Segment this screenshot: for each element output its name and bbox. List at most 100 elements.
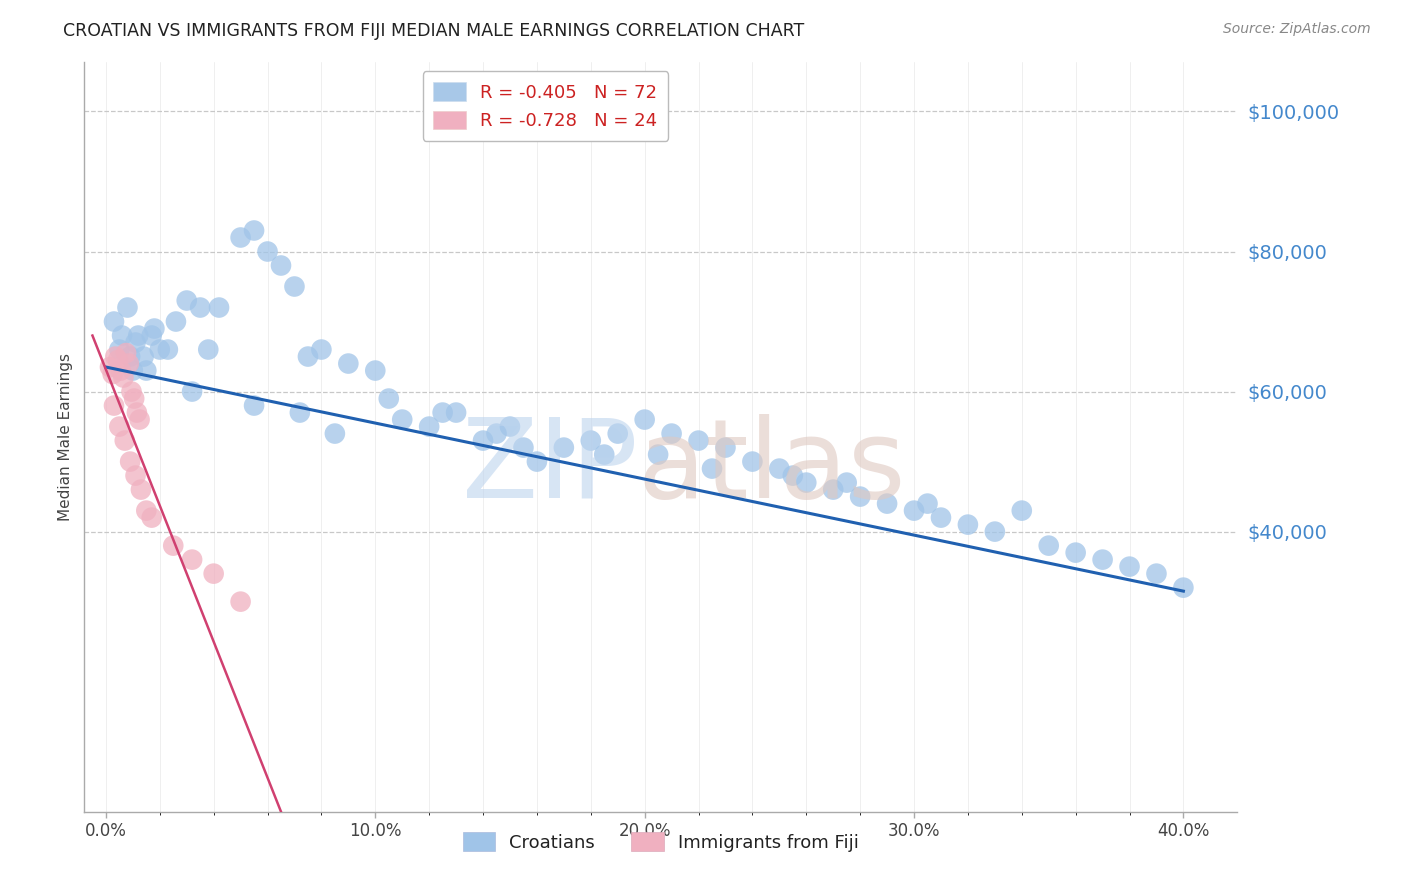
Point [121, 384, 143, 399]
Point [111, 328, 134, 343]
Point [823, 483, 845, 497]
Point [768, 461, 790, 475]
Point [647, 448, 669, 462]
Point [835, 475, 858, 490]
Point [108, 343, 131, 357]
Point [128, 412, 150, 426]
Point [876, 497, 898, 511]
Point [903, 503, 925, 517]
Point [782, 468, 804, 483]
Point [364, 363, 387, 377]
Point [208, 301, 231, 315]
Point [229, 230, 252, 244]
Point [202, 566, 225, 581]
Point [1064, 546, 1087, 560]
Point [1118, 559, 1140, 574]
Point [512, 441, 534, 455]
Point [197, 343, 219, 357]
Point [156, 343, 179, 357]
Point [122, 392, 145, 406]
Point [103, 399, 125, 413]
Point [311, 343, 333, 357]
Point [391, 412, 413, 426]
Point [929, 510, 952, 524]
Point [143, 321, 166, 335]
Point [688, 434, 710, 448]
Text: atlas: atlas [638, 414, 907, 521]
Point [270, 259, 292, 273]
Point [129, 483, 152, 497]
Point [243, 399, 266, 413]
Text: ZIP: ZIP [463, 414, 638, 521]
Point [176, 293, 198, 308]
Point [135, 503, 157, 517]
Point [112, 370, 135, 384]
Point [135, 363, 157, 377]
Point [794, 475, 817, 490]
Point [661, 426, 683, 441]
Point [499, 419, 522, 434]
Point [124, 468, 146, 483]
Point [162, 539, 184, 553]
Point [283, 279, 305, 293]
Point [141, 328, 163, 343]
Y-axis label: Median Male Earnings: Median Male Earnings [58, 353, 73, 521]
Point [472, 434, 495, 448]
Point [1011, 503, 1033, 517]
Point [229, 594, 252, 608]
Point [125, 406, 148, 420]
Point [121, 363, 143, 377]
Point [956, 517, 979, 532]
Point [1091, 552, 1114, 566]
Point [485, 426, 508, 441]
Point [323, 426, 346, 441]
Point [579, 434, 602, 448]
Point [141, 510, 163, 524]
Point [110, 363, 132, 377]
Point [917, 497, 939, 511]
Point [115, 346, 138, 360]
Point [337, 357, 360, 371]
Point [181, 552, 204, 566]
Point [165, 314, 187, 328]
Point [98, 359, 121, 374]
Point [700, 461, 723, 475]
Point [553, 441, 575, 455]
Point [118, 357, 141, 371]
Point [984, 524, 1007, 539]
Point [297, 350, 319, 364]
Point [101, 367, 124, 381]
Point [432, 406, 454, 420]
Point [127, 328, 149, 343]
Point [1038, 539, 1060, 553]
Point [120, 350, 142, 364]
Point [377, 392, 399, 406]
Point [124, 335, 146, 350]
Point [288, 406, 311, 420]
Point [108, 419, 131, 434]
Point [1146, 566, 1168, 581]
Point [181, 384, 204, 399]
Point [593, 448, 616, 462]
Point [104, 350, 127, 364]
Point [107, 353, 129, 368]
Point [1173, 581, 1195, 595]
Point [114, 434, 136, 448]
Point [526, 454, 548, 468]
Point [243, 223, 266, 237]
Point [714, 441, 737, 455]
Point [444, 406, 467, 420]
Point [256, 244, 278, 259]
Text: Source: ZipAtlas.com: Source: ZipAtlas.com [1223, 22, 1371, 37]
Point [120, 454, 142, 468]
Point [149, 343, 172, 357]
Point [849, 490, 872, 504]
Point [132, 350, 155, 364]
Point [606, 426, 628, 441]
Point [741, 454, 763, 468]
Point [188, 301, 211, 315]
Legend: Croatians, Immigrants from Fiji: Croatians, Immigrants from Fiji [456, 825, 866, 859]
Point [418, 419, 440, 434]
Text: CROATIAN VS IMMIGRANTS FROM FIJI MEDIAN MALE EARNINGS CORRELATION CHART: CROATIAN VS IMMIGRANTS FROM FIJI MEDIAN … [63, 22, 804, 40]
Point [117, 301, 139, 315]
